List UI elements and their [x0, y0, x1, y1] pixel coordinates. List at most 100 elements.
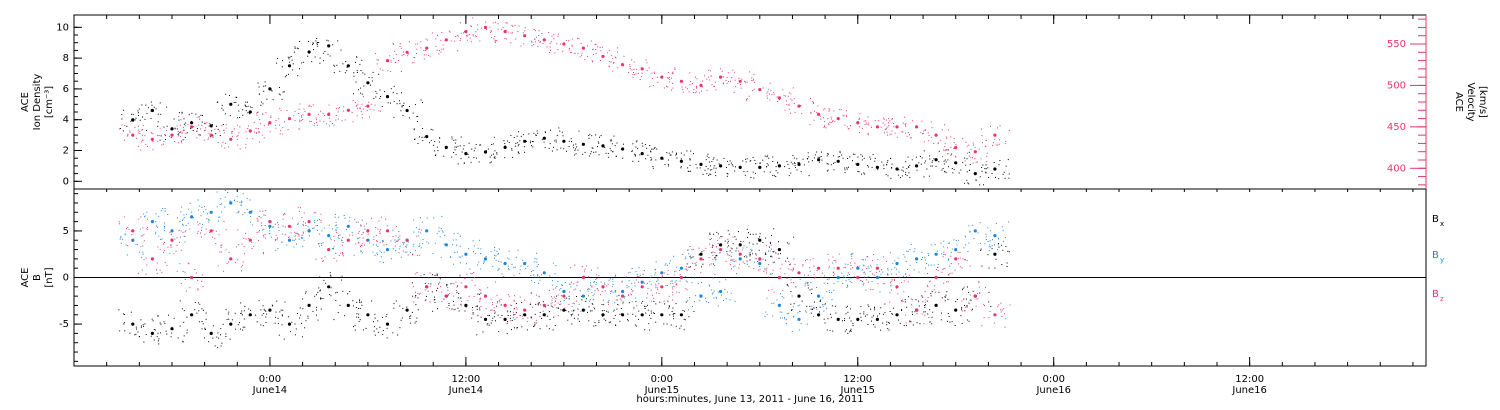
data-speckle-bz [663, 272, 665, 274]
data-speckle-bx [795, 286, 797, 288]
data-speckle-bz [365, 239, 367, 241]
data-speckle-bx [486, 324, 488, 326]
data-point-bx [366, 313, 370, 317]
data-speckle-bx [472, 313, 474, 315]
data-speckle-bx [568, 298, 570, 300]
data-speckle-velocity [737, 83, 739, 84]
data-point-by [327, 234, 331, 238]
data-speckle-velocity [671, 89, 672, 91]
data-speckle-bz [672, 291, 674, 293]
data-speckle-by [455, 239, 457, 241]
data-speckle-by [997, 249, 999, 250]
data-speckle-bx [354, 325, 356, 327]
data-speckle-density [393, 100, 395, 102]
data-speckle-bz [828, 278, 830, 280]
data-speckle-by [498, 268, 500, 270]
data-speckle-velocity [812, 103, 814, 104]
data-speckle-bz [358, 231, 360, 233]
data-speckle-bz [487, 287, 489, 289]
data-speckle-bz [813, 273, 815, 275]
data-speckle-density [999, 160, 1001, 161]
data-speckle-density [381, 105, 383, 107]
data-speckle-bz [564, 307, 566, 309]
data-speckle-velocity [258, 131, 260, 133]
data-speckle-velocity [550, 41, 552, 43]
data-speckle-by [850, 254, 852, 255]
data-speckle-bz [902, 299, 904, 301]
data-speckle-density [336, 64, 338, 66]
data-speckle-bx [581, 299, 583, 301]
data-speckle-by [183, 214, 185, 216]
data-point-density [993, 167, 997, 171]
data-speckle-density [916, 169, 918, 171]
data-speckle-bz [851, 281, 853, 283]
data-speckle-bx [315, 314, 317, 316]
data-speckle-by [155, 225, 157, 227]
data-speckle-bz [937, 266, 939, 268]
data-speckle-bx [716, 255, 718, 257]
data-speckle-density [711, 161, 713, 163]
data-speckle-by [715, 296, 717, 298]
data-speckle-velocity [859, 126, 861, 128]
data-speckle-velocity [489, 26, 491, 28]
data-speckle-velocity [668, 76, 670, 78]
data-speckle-bx [844, 318, 846, 320]
data-speckle-velocity [746, 100, 748, 102]
data-speckle-bz [656, 281, 658, 282]
data-speckle-density [183, 123, 185, 125]
data-speckle-density [610, 150, 612, 152]
data-speckle-bz [492, 304, 494, 306]
data-speckle-bx [644, 305, 645, 307]
data-point-by [444, 243, 448, 247]
data-speckle-by [552, 288, 554, 290]
data-speckle-by [439, 236, 441, 238]
data-speckle-density [151, 104, 153, 106]
data-speckle-by [746, 260, 748, 262]
data-speckle-by [792, 306, 794, 308]
data-speckle-bz [170, 244, 172, 246]
data-speckle-velocity [511, 24, 513, 26]
data-speckle-velocity [599, 46, 601, 48]
data-speckle-density [356, 56, 358, 58]
data-speckle-velocity [369, 108, 371, 110]
data-speckle-bx [695, 264, 697, 266]
data-speckle-velocity [906, 135, 908, 137]
data-speckle-by [137, 244, 139, 246]
data-speckle-bz [446, 307, 448, 309]
data-speckle-bz [540, 304, 541, 306]
data-speckle-velocity [888, 125, 890, 127]
data-point-density [542, 136, 546, 140]
data-speckle-velocity [491, 36, 493, 38]
data-speckle-density [514, 145, 516, 147]
data-speckle-bz [947, 274, 949, 276]
data-speckle-bx [628, 302, 630, 304]
data-speckle-velocity [524, 30, 526, 32]
data-speckle-bx [882, 322, 884, 324]
data-speckle-bx [613, 318, 615, 319]
data-speckle-velocity [689, 72, 691, 74]
data-speckle-density [421, 136, 423, 138]
data-speckle-bz [156, 272, 158, 274]
data-speckle-by [536, 261, 538, 263]
data-speckle-velocity [515, 38, 517, 40]
data-speckle-velocity [901, 131, 903, 133]
data-speckle-density [361, 59, 363, 61]
data-speckle-by [417, 255, 419, 256]
data-speckle-density [532, 141, 534, 143]
data-speckle-by [317, 229, 318, 231]
data-speckle-velocity [695, 76, 696, 78]
data-speckle-bx [759, 233, 761, 235]
data-speckle-velocity [177, 130, 179, 132]
data-point-by [777, 303, 782, 307]
data-speckle-bz [768, 289, 770, 291]
data-speckle-bz [997, 306, 999, 308]
data-speckle-bx [316, 306, 317, 308]
data-speckle-bx [693, 310, 695, 312]
data-speckle-bz [914, 311, 916, 313]
data-speckle-density [883, 168, 885, 170]
data-speckle-density [453, 152, 455, 153]
data-speckle-bx [746, 228, 748, 230]
data-speckle-by [319, 219, 320, 220]
data-speckle-bx [225, 336, 227, 337]
data-speckle-bz [471, 279, 473, 281]
